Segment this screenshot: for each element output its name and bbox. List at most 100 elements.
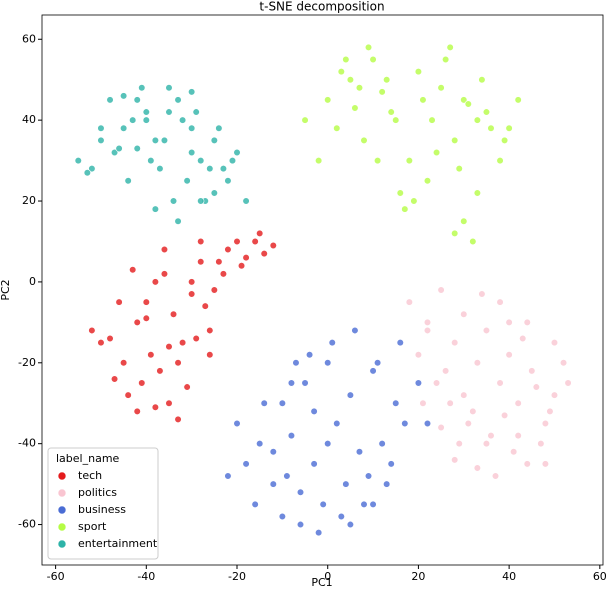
point [460, 391, 468, 399]
point [464, 100, 472, 108]
point [405, 298, 413, 306]
point [206, 351, 214, 359]
point [442, 367, 450, 375]
point [156, 367, 164, 375]
point [451, 456, 459, 464]
point [319, 500, 327, 508]
point [287, 431, 296, 440]
point [419, 96, 427, 104]
point [74, 156, 82, 165]
point [505, 318, 513, 326]
point [351, 326, 359, 335]
point [364, 43, 373, 51]
point [505, 351, 513, 359]
point [419, 399, 427, 407]
point [215, 258, 223, 266]
point [537, 440, 545, 448]
point [301, 116, 309, 124]
point [564, 379, 572, 387]
point [260, 250, 268, 258]
point [183, 177, 191, 185]
point [210, 286, 218, 294]
point [210, 136, 218, 144]
point [219, 270, 228, 278]
point [251, 237, 259, 246]
point [151, 278, 159, 286]
point [147, 156, 155, 165]
point [333, 419, 341, 428]
point [473, 464, 481, 472]
point [97, 338, 105, 347]
point [156, 165, 164, 173]
point [133, 318, 141, 326]
point [188, 88, 196, 96]
point [142, 314, 150, 322]
point [460, 96, 468, 104]
point [242, 254, 250, 262]
point [324, 96, 332, 104]
plot-frame [41, 14, 604, 566]
point [550, 391, 559, 399]
point [206, 326, 214, 335]
point [133, 96, 141, 104]
legend-label: sport [78, 520, 107, 533]
point [97, 136, 105, 144]
point [233, 148, 241, 157]
point [147, 351, 155, 359]
point [233, 237, 241, 246]
point [541, 460, 550, 468]
point [296, 488, 305, 496]
point [178, 116, 187, 124]
point [464, 419, 472, 428]
point [129, 116, 137, 124]
point [364, 472, 373, 480]
point [455, 440, 463, 448]
point [355, 448, 364, 456]
point [174, 415, 182, 424]
point [256, 229, 264, 237]
point [124, 391, 132, 399]
point [550, 338, 559, 347]
point [387, 460, 395, 468]
point [460, 217, 468, 225]
point [473, 359, 481, 367]
point [510, 448, 518, 456]
point [446, 43, 454, 51]
point [374, 359, 382, 367]
legend-marker [57, 505, 67, 515]
point [188, 278, 196, 286]
point [83, 169, 91, 177]
point [473, 116, 481, 124]
point [487, 124, 495, 132]
point [242, 197, 250, 205]
point [455, 165, 463, 173]
legend-label: business [78, 503, 126, 516]
point [301, 379, 309, 387]
point [423, 318, 432, 326]
point [315, 156, 323, 165]
point [482, 108, 491, 116]
point [546, 407, 554, 415]
point [192, 108, 200, 116]
y-tick-label: -20 [18, 356, 36, 369]
point [451, 136, 459, 144]
point [278, 512, 286, 521]
point [451, 229, 459, 237]
point [482, 326, 491, 335]
point [305, 351, 314, 359]
point [514, 96, 522, 104]
point [269, 448, 277, 456]
point [405, 156, 413, 165]
point [523, 318, 531, 326]
point [110, 148, 119, 157]
point [514, 431, 522, 440]
point [410, 197, 418, 205]
point [378, 440, 386, 448]
point [383, 480, 391, 488]
point [192, 334, 200, 343]
point [120, 124, 128, 132]
point [532, 383, 540, 391]
point [460, 310, 468, 318]
point [432, 379, 441, 387]
